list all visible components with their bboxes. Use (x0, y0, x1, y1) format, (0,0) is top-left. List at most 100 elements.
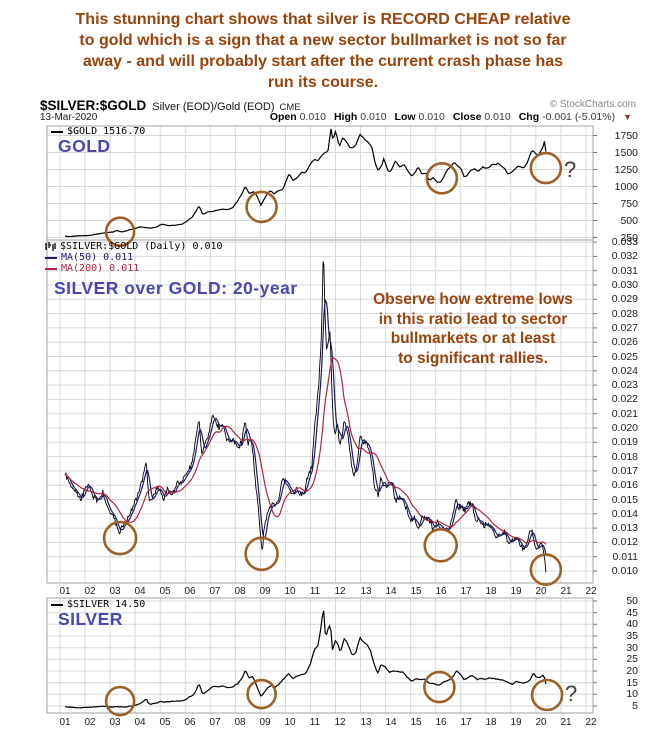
high-value: 0.010 (360, 111, 387, 123)
ratio-x-axis-year-label: 10 (284, 586, 296, 597)
change-value: -0.001 (-5.01%) (542, 111, 616, 123)
silver-x-axis-year-label: 15 (410, 717, 422, 728)
chart-date: 13-Mar-2020 (40, 112, 98, 123)
silver-y-axis-label: 40 (626, 618, 638, 630)
ratio-annotation-line: bullmarkets or at least (390, 330, 556, 347)
ratio-y-axis-label: 0.030 (611, 279, 638, 291)
open-value: 0.010 (299, 111, 326, 123)
ratio-annotation-line: Observe how extreme lows (373, 291, 573, 308)
gold-event-circle (425, 162, 459, 195)
gold-y-axis-label: 1250 (614, 164, 638, 176)
ratio-x-axis-year-label: 20 (535, 586, 547, 597)
ma50-legend: MA(50) 0.011 (45, 252, 133, 263)
low-value: 0.010 (418, 111, 445, 123)
headline-line: This stunning chart shows that silver is… (75, 11, 571, 28)
silver-x-axis-year-label: 02 (84, 717, 96, 728)
gold-y-axis-label: 750 (620, 198, 638, 210)
low-quote: Low 0.010 (395, 111, 445, 123)
ratio-annotation-line: to significant rallies. (398, 349, 548, 367)
ratio-x-axis-year-label: 13 (360, 586, 372, 597)
headline-line: away - and will probably start after the… (82, 53, 564, 70)
ratio-x-axis-year-label: 04 (134, 586, 146, 597)
ratio-y-axis-label: 0.014 (611, 508, 638, 520)
gold-y-axis-label: 1000 (614, 181, 638, 193)
ratio-legend: $SILVER:$GOLD (Daily) 0.010 (45, 241, 223, 252)
silver-x-axis-year-label: 11 (309, 717, 321, 728)
ratio-x-axis-year-label: 15 (410, 586, 422, 597)
ratio-x-axis-year-label: 08 (234, 586, 246, 597)
gold-question-mark: ? (564, 157, 577, 182)
silver-y-axis-label: 30 (626, 642, 638, 654)
silver-x-axis-year-label: 17 (460, 717, 472, 728)
ratio-y-axis-label: 0.013 (611, 522, 638, 534)
ma200-line-swatch-icon (45, 267, 57, 270)
quote-row: Open 0.010 High 0.010 Low 0.010 Close 0.010 … (230, 111, 632, 123)
MA(50)-line (64, 298, 547, 555)
gold-panel-label: GOLD (58, 136, 111, 156)
silver-x-axis-year-label: 20 (535, 717, 547, 728)
change-down-triangle-icon[interactable]: ▼ (623, 112, 632, 122)
symbol-description: Silver (EOD)/Gold (EOD) (152, 101, 275, 113)
silver-x-axis-year-label: 05 (159, 717, 171, 728)
ratio-x-axis-year-label: 06 (184, 586, 196, 597)
ratio-legend-text: $SILVER:$GOLD (Daily) 0.010 (60, 241, 223, 252)
silver-x-axis-year-label: 04 (134, 717, 146, 728)
close-value: 0.010 (484, 111, 511, 123)
silver-x-axis-year-label: 03 (109, 717, 121, 728)
ratio-event-circle (529, 553, 563, 586)
silver-x-axis-year-label: 10 (284, 717, 296, 728)
silver-x-axis-year-label: 19 (510, 717, 522, 728)
headline-line: to gold which is a sign that a new secto… (79, 32, 567, 49)
silver-y-axis-label: 20 (626, 665, 638, 677)
symbol: $SILVER:$GOLD (40, 98, 147, 113)
gold-event-circle (104, 216, 136, 247)
gold-event-circle (529, 151, 563, 185)
silver-event-circle (104, 685, 136, 717)
ratio-x-axis-year-label: 12 (334, 586, 346, 597)
ratio-y-axis-label: 0.021 (611, 408, 638, 420)
silver-x-axis-year-label: 21 (560, 717, 572, 728)
gold-y-axis-label: 1750 (614, 130, 638, 142)
ratio-x-axis-year-label: 21 (560, 586, 572, 597)
close-quote: Close 0.010 (453, 111, 511, 123)
gold-y-axis-label: 250 (620, 232, 638, 244)
silver-x-axis-year-label: 01 (59, 717, 71, 728)
silver-y-axis-label: 10 (626, 688, 638, 700)
chart-style-icon (45, 242, 56, 251)
silver-x-axis-year-label: 22 (585, 717, 597, 728)
chart-header: $SILVER:$GOLD Silver (EOD)/Gold (EOD) CME (40, 97, 636, 115)
gold-legend-text: $GOLD 1516.70 (67, 126, 146, 137)
open-label: Open (269, 111, 297, 123)
ratio-y-axis-label: 0.016 (611, 479, 638, 491)
ratio-y-axis-label: 0.011 (612, 551, 639, 563)
ratio-annotation: Observe how extreme lows in this ratio l… (342, 290, 604, 368)
silver-y-axis-label: 5 (632, 700, 638, 712)
silver-y-axis-label: 25 (626, 653, 638, 665)
ratio-x-axis-year-label: 19 (510, 586, 522, 597)
ratio-x-axis-year-label: 03 (109, 586, 121, 597)
ratio-x-axis-year-label: 16 (435, 586, 447, 597)
silver-y-axis-label: 15 (626, 677, 638, 689)
ratio-y-axis-label: 0.031 (611, 265, 638, 277)
ratio-y-axis-label: 0.024 (611, 365, 638, 377)
gold-line-swatch-icon (51, 130, 63, 133)
high-label: High (333, 111, 358, 123)
ratio-y-axis-label: 0.028 (611, 308, 638, 320)
silver-x-axis-year-label: 06 (184, 717, 196, 728)
ratio-x-axis-year-label: 09 (259, 586, 271, 597)
panel-border (46, 239, 594, 584)
silver-panel-label: SILVER (58, 609, 123, 629)
ratio-y-axis-label: 0.018 (611, 451, 638, 463)
silver-line-swatch-icon (51, 603, 63, 606)
headline: This stunning chart shows that silver is… (18, 9, 628, 93)
ratio-x-axis-year-label: 14 (385, 586, 397, 597)
ratio-x-axis-year-label: 01 (59, 586, 71, 597)
silver-x-axis-year-label: 07 (209, 717, 221, 728)
ratio-x-axis-year-label: 17 (460, 586, 472, 597)
ma200-legend-text: MA(200) 0.011 (61, 263, 140, 274)
silver-x-axis-year-label: 09 (259, 717, 271, 728)
ratio-event-circle (423, 527, 459, 563)
$GOLD-price-line (64, 128, 547, 238)
